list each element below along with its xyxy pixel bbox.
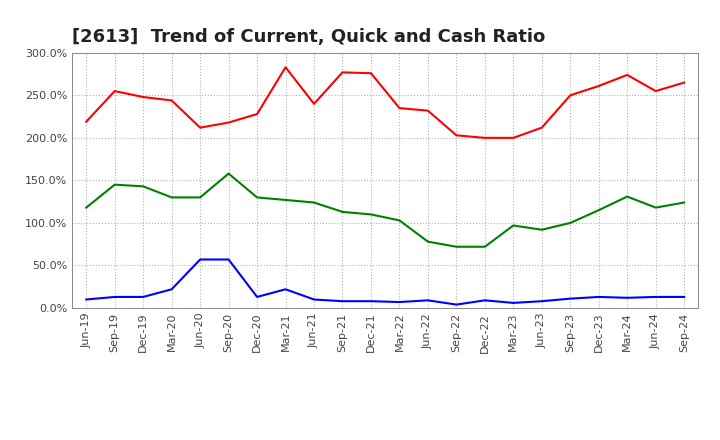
Cash Ratio: [338, 299, 347, 304]
Quick Ratio: [509, 223, 518, 228]
Quick Ratio: [282, 197, 290, 202]
Quick Ratio: [167, 195, 176, 200]
Current Ratio: [196, 125, 204, 130]
Current Ratio: [225, 120, 233, 125]
Quick Ratio: [423, 239, 432, 244]
Cash Ratio: [623, 295, 631, 301]
Line: Quick Ratio: Quick Ratio: [86, 174, 684, 247]
Current Ratio: [338, 70, 347, 75]
Current Ratio: [167, 98, 176, 103]
Current Ratio: [652, 88, 660, 94]
Cash Ratio: [509, 300, 518, 305]
Quick Ratio: [395, 218, 404, 223]
Cash Ratio: [310, 297, 318, 302]
Cash Ratio: [366, 299, 375, 304]
Line: Cash Ratio: Cash Ratio: [86, 260, 684, 304]
Quick Ratio: [139, 184, 148, 189]
Cash Ratio: [253, 294, 261, 300]
Quick Ratio: [595, 208, 603, 213]
Current Ratio: [680, 80, 688, 85]
Current Ratio: [595, 83, 603, 88]
Cash Ratio: [480, 298, 489, 303]
Current Ratio: [509, 135, 518, 140]
Current Ratio: [480, 135, 489, 140]
Current Ratio: [310, 101, 318, 106]
Quick Ratio: [310, 200, 318, 205]
Quick Ratio: [623, 194, 631, 199]
Current Ratio: [366, 70, 375, 76]
Quick Ratio: [452, 244, 461, 249]
Quick Ratio: [253, 195, 261, 200]
Quick Ratio: [196, 195, 204, 200]
Quick Ratio: [338, 209, 347, 215]
Quick Ratio: [480, 244, 489, 249]
Current Ratio: [253, 111, 261, 117]
Cash Ratio: [139, 294, 148, 300]
Current Ratio: [110, 88, 119, 94]
Current Ratio: [395, 106, 404, 111]
Cash Ratio: [652, 294, 660, 300]
Quick Ratio: [537, 227, 546, 232]
Quick Ratio: [566, 220, 575, 226]
Current Ratio: [423, 108, 432, 113]
Current Ratio: [282, 65, 290, 70]
Cash Ratio: [452, 302, 461, 307]
Cash Ratio: [595, 294, 603, 300]
Cash Ratio: [82, 297, 91, 302]
Cash Ratio: [423, 298, 432, 303]
Cash Ratio: [537, 299, 546, 304]
Quick Ratio: [225, 171, 233, 176]
Current Ratio: [537, 125, 546, 130]
Quick Ratio: [82, 205, 91, 210]
Quick Ratio: [366, 212, 375, 217]
Current Ratio: [623, 72, 631, 77]
Cash Ratio: [225, 257, 233, 262]
Quick Ratio: [652, 205, 660, 210]
Current Ratio: [452, 133, 461, 138]
Cash Ratio: [395, 299, 404, 304]
Quick Ratio: [110, 182, 119, 187]
Current Ratio: [82, 119, 91, 125]
Cash Ratio: [167, 286, 176, 292]
Cash Ratio: [196, 257, 204, 262]
Cash Ratio: [680, 294, 688, 300]
Text: [2613]  Trend of Current, Quick and Cash Ratio: [2613] Trend of Current, Quick and Cash …: [72, 28, 545, 46]
Line: Current Ratio: Current Ratio: [86, 67, 684, 138]
Current Ratio: [139, 95, 148, 100]
Cash Ratio: [566, 296, 575, 301]
Cash Ratio: [110, 294, 119, 300]
Current Ratio: [566, 93, 575, 98]
Cash Ratio: [282, 286, 290, 292]
Quick Ratio: [680, 200, 688, 205]
